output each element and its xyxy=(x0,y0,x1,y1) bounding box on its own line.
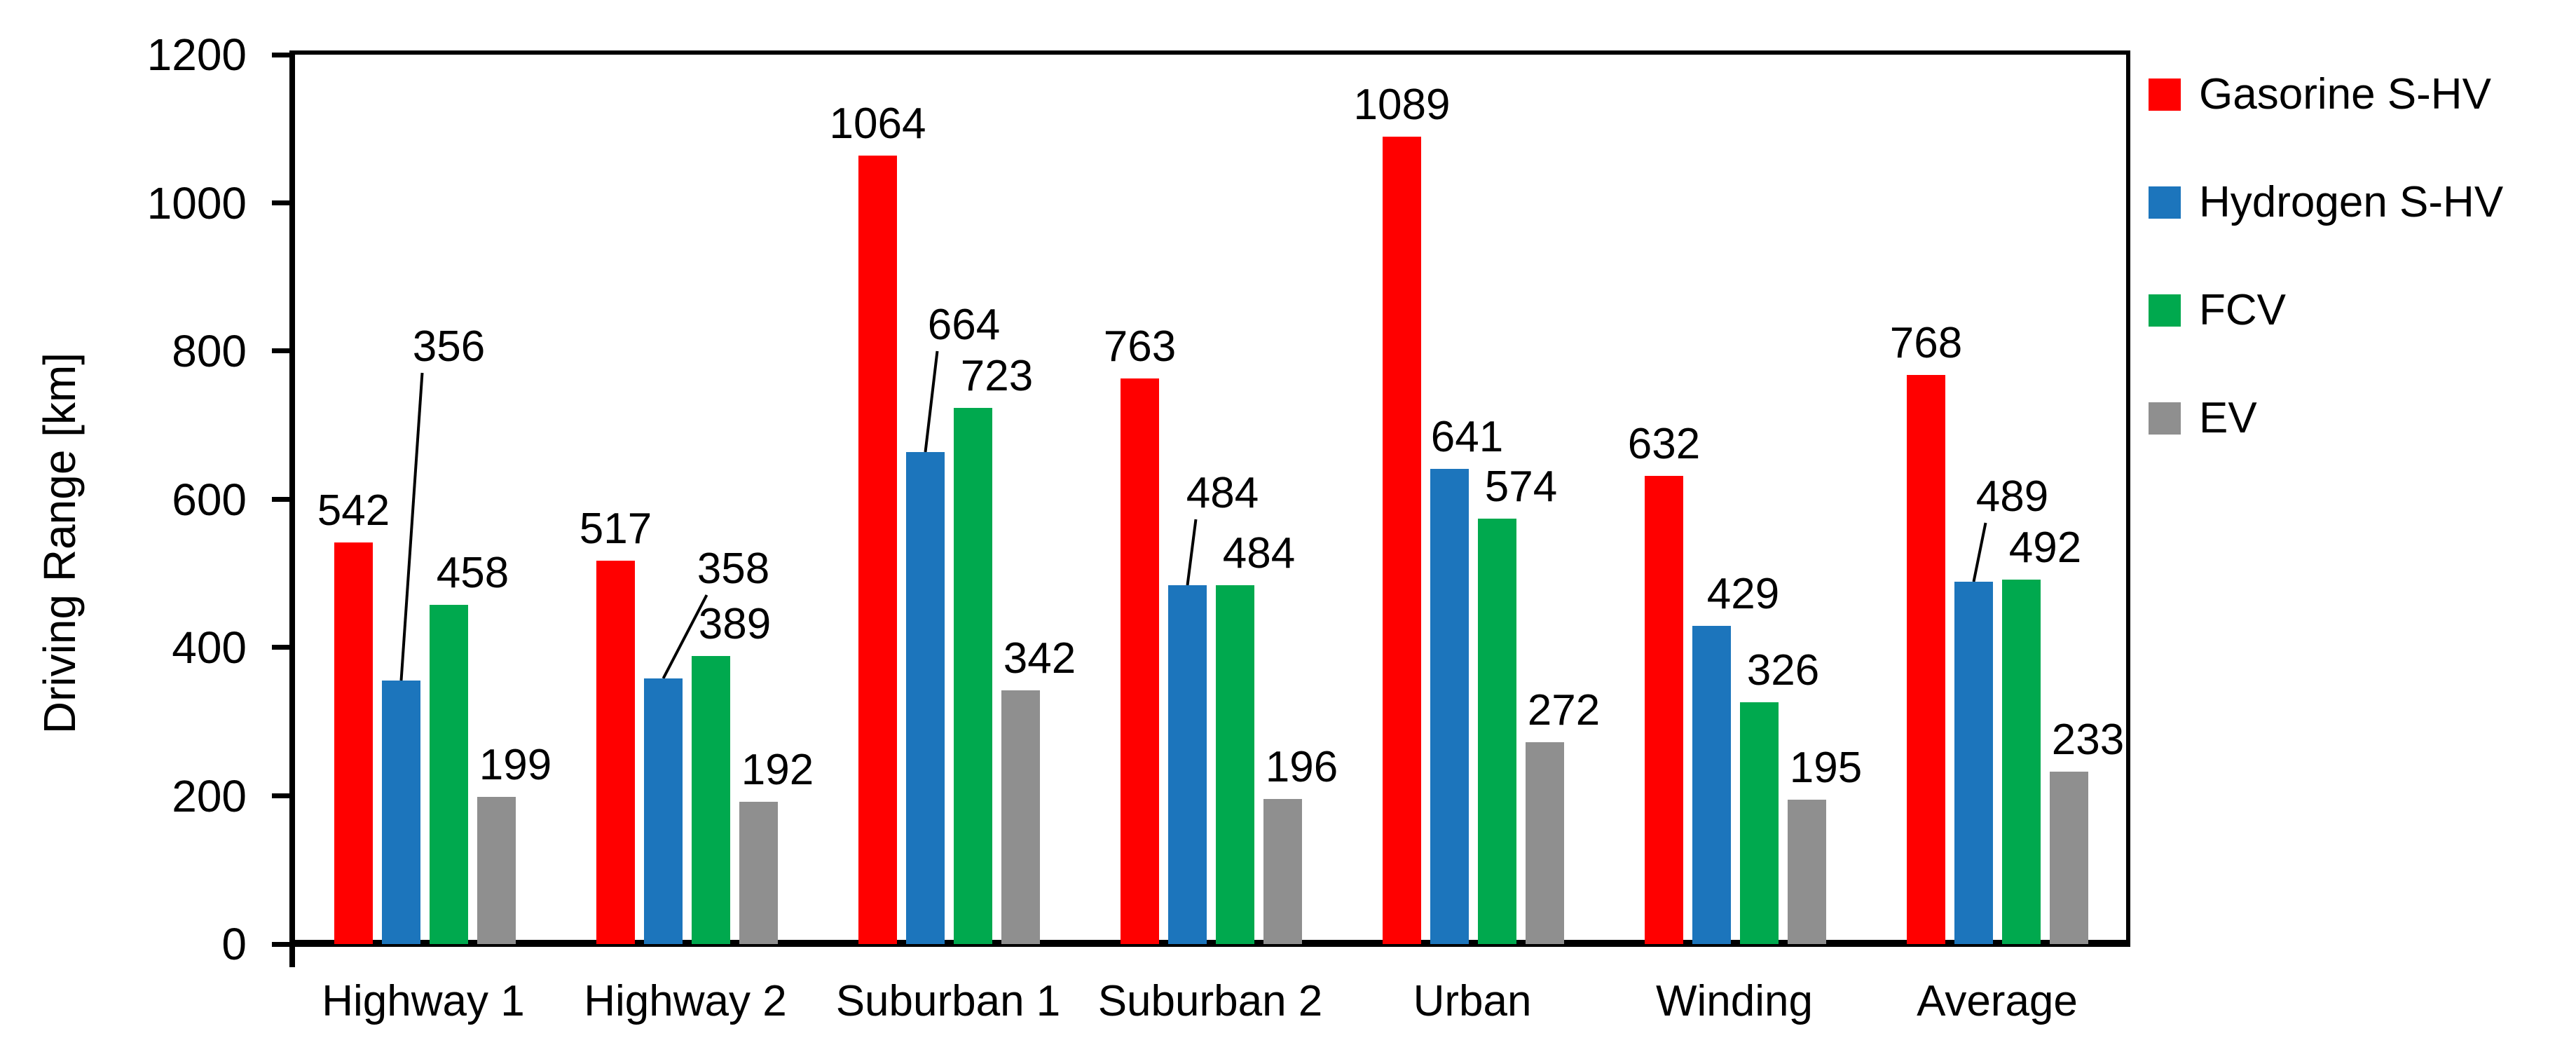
y-tick-mark xyxy=(272,793,292,798)
bar-value-label: 664 xyxy=(927,301,1001,349)
bar-value-label: 342 xyxy=(1003,634,1076,683)
legend-item-hydrogen-shv: Hydrogen S-HV xyxy=(2149,181,2503,224)
bar-fcv-urban xyxy=(1478,519,1516,944)
y-axis-title: Driving Range [km] xyxy=(34,352,85,735)
legend-item-fcv: FCV xyxy=(2149,289,2503,332)
y-tick-label: 200 xyxy=(172,770,247,821)
bar-value-label: 458 xyxy=(436,549,509,597)
y-tick-mark xyxy=(272,53,292,57)
bar-value-label: 1089 xyxy=(1353,81,1451,129)
bar-hydrogen-s-hv-average xyxy=(1954,582,1993,944)
bar-ev-highway-1 xyxy=(477,797,516,944)
bar-value-label: 358 xyxy=(697,545,770,593)
bar-value-label: 489 xyxy=(1975,472,2049,521)
bar-value-label: 542 xyxy=(317,486,390,535)
bar-ev-suburban-1 xyxy=(1001,690,1040,944)
leader-line xyxy=(399,372,424,681)
y-tick-label: 800 xyxy=(172,326,247,376)
bar-hydrogen-s-hv-urban xyxy=(1430,469,1469,944)
x-label-urban: Urban xyxy=(1413,977,1532,1025)
bar-value-label: 484 xyxy=(1222,529,1296,578)
bar-value-label: 1064 xyxy=(829,100,926,148)
bar-gasorine-s-hv-highway-1 xyxy=(334,542,373,944)
bar-value-label: 492 xyxy=(2008,524,2082,572)
bar-gasorine-s-hv-suburban-1 xyxy=(858,156,897,944)
bar-value-label: 192 xyxy=(741,746,814,794)
x-label-highway-1: Highway 1 xyxy=(322,977,525,1025)
bar-value-label: 517 xyxy=(579,505,652,553)
y-tick-label: 600 xyxy=(172,474,247,525)
leader-line xyxy=(1186,519,1198,586)
bar-value-label: 326 xyxy=(1746,646,1820,695)
bar-gasorine-s-hv-highway-2 xyxy=(596,561,635,944)
bar-value-label: 641 xyxy=(1430,413,1504,461)
y-tick-label: 400 xyxy=(172,622,247,673)
bars-layer: 542 517 1064 763 1089 632 768 356 358 664 484 641 42… xyxy=(295,55,2130,944)
bar-hydrogen-s-hv-highway-2 xyxy=(644,678,683,944)
bar-gasorine-s-hv-suburban-2 xyxy=(1121,378,1159,944)
bar-ev-suburban-2 xyxy=(1263,799,1302,944)
legend: Gasorine S-HV Hydrogen S-HV FCV EV xyxy=(2149,73,2503,510)
y-tick-label: 1000 xyxy=(146,177,247,228)
bar-value-label: 196 xyxy=(1265,743,1338,791)
bar-fcv-highway-2 xyxy=(692,656,730,944)
leader-line xyxy=(924,350,939,453)
bar-value-label: 763 xyxy=(1103,322,1177,371)
legend-swatch-fcv xyxy=(2149,294,2181,327)
legend-label: Gasorine S-HV xyxy=(2199,70,2491,118)
x-axis-corner-tick xyxy=(289,947,295,967)
x-label-average: Average xyxy=(1917,977,2078,1025)
bar-fcv-suburban-2 xyxy=(1216,585,1254,944)
bar-fcv-average xyxy=(2002,580,2041,944)
bar-fcv-highway-1 xyxy=(430,605,468,944)
bar-ev-urban xyxy=(1526,742,1564,944)
x-label-suburban-2: Suburban 2 xyxy=(1097,977,1323,1025)
bar-ev-winding xyxy=(1788,800,1826,944)
bar-gasorine-s-hv-urban xyxy=(1383,137,1421,944)
bar-value-label: 574 xyxy=(1484,463,1558,511)
bar-value-label: 356 xyxy=(412,322,486,371)
bar-gasorine-s-hv-winding xyxy=(1645,476,1683,944)
leader-line xyxy=(1972,522,1987,582)
y-tick-mark xyxy=(272,645,292,650)
bar-hydrogen-s-hv-suburban-1 xyxy=(906,452,945,944)
legend-item-gasorine-shv: Gasorine S-HV xyxy=(2149,73,2503,116)
bar-value-label: 768 xyxy=(1889,319,1963,367)
bar-value-label: 723 xyxy=(960,352,1034,400)
y-tick-mark xyxy=(272,942,292,947)
y-tick-label: 1200 xyxy=(146,29,247,80)
bar-value-label: 272 xyxy=(1527,686,1601,735)
bar-hydrogen-s-hv-suburban-2 xyxy=(1168,585,1207,944)
y-tick-mark xyxy=(272,348,292,353)
legend-label: Hydrogen S-HV xyxy=(2199,178,2504,226)
bar-ev-highway-2 xyxy=(739,802,778,944)
y-tick-mark xyxy=(272,497,292,502)
bar-fcv-winding xyxy=(1740,702,1779,944)
legend-swatch-ev xyxy=(2149,402,2181,435)
y-tick-mark xyxy=(272,200,292,205)
bar-value-label: 195 xyxy=(1789,744,1863,792)
bar-value-label: 389 xyxy=(698,600,772,648)
x-label-highway-2: Highway 2 xyxy=(584,977,787,1025)
y-tick-label: 0 xyxy=(221,919,247,969)
bar-hydrogen-s-hv-winding xyxy=(1692,626,1731,944)
bar-gasorine-s-hv-average xyxy=(1907,375,1945,944)
bar-value-label: 429 xyxy=(1706,570,1780,618)
x-label-suburban-1: Suburban 1 xyxy=(835,977,1061,1025)
legend-swatch-hydrogen-shv xyxy=(2149,186,2181,219)
legend-item-ev: EV xyxy=(2149,397,2503,440)
bar-value-label: 233 xyxy=(2051,716,2125,764)
bar-hydrogen-s-hv-highway-1 xyxy=(382,681,420,944)
bar-fcv-suburban-1 xyxy=(954,408,992,944)
x-label-winding: Winding xyxy=(1656,977,1813,1025)
legend-swatch-gasorine-shv xyxy=(2149,78,2181,111)
legend-label: EV xyxy=(2199,394,2257,442)
bar-value-label: 484 xyxy=(1186,469,1259,517)
bar-ev-average xyxy=(2050,772,2088,944)
legend-label: FCV xyxy=(2199,286,2286,334)
bar-value-label: 632 xyxy=(1627,420,1701,468)
bar-value-label: 199 xyxy=(479,741,552,789)
plot-area xyxy=(289,50,2130,947)
